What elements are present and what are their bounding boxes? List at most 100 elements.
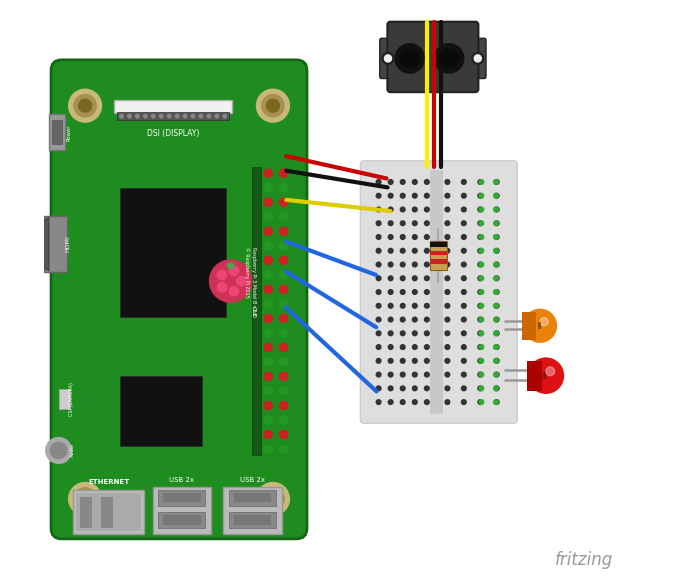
- Circle shape: [388, 290, 393, 295]
- Circle shape: [256, 89, 290, 122]
- Text: GPIO: GPIO: [254, 305, 259, 317]
- Bar: [59, 389, 70, 409]
- Text: fritzing: fritzing: [555, 551, 614, 569]
- Circle shape: [478, 235, 483, 239]
- Circle shape: [376, 207, 381, 212]
- Circle shape: [376, 345, 381, 349]
- Circle shape: [400, 248, 405, 253]
- Circle shape: [425, 290, 429, 295]
- FancyBboxPatch shape: [360, 161, 517, 423]
- Circle shape: [478, 193, 483, 198]
- Circle shape: [412, 262, 417, 267]
- Circle shape: [264, 271, 272, 279]
- Circle shape: [493, 317, 498, 322]
- Circle shape: [376, 331, 381, 336]
- Circle shape: [230, 286, 239, 296]
- Bar: [52, 120, 61, 144]
- Circle shape: [376, 303, 381, 308]
- Circle shape: [388, 400, 393, 404]
- Circle shape: [478, 207, 483, 212]
- Circle shape: [445, 345, 450, 349]
- Circle shape: [264, 285, 272, 294]
- Circle shape: [494, 180, 499, 184]
- Circle shape: [376, 372, 381, 377]
- Circle shape: [494, 303, 499, 308]
- Circle shape: [479, 303, 484, 308]
- Circle shape: [462, 400, 466, 404]
- Bar: [163, 493, 200, 502]
- Circle shape: [388, 207, 393, 212]
- Circle shape: [207, 114, 211, 118]
- Circle shape: [445, 262, 450, 267]
- Circle shape: [217, 282, 227, 292]
- Circle shape: [388, 276, 393, 281]
- Circle shape: [78, 492, 92, 505]
- Circle shape: [412, 303, 417, 308]
- Circle shape: [262, 488, 284, 510]
- Circle shape: [478, 359, 483, 363]
- Circle shape: [493, 331, 498, 336]
- Circle shape: [445, 235, 450, 239]
- Circle shape: [264, 416, 272, 424]
- Circle shape: [412, 372, 417, 377]
- Circle shape: [478, 180, 483, 184]
- Circle shape: [376, 359, 381, 363]
- Circle shape: [478, 262, 483, 267]
- Bar: [49, 114, 65, 150]
- Circle shape: [494, 207, 499, 212]
- Bar: [229, 512, 276, 528]
- Circle shape: [462, 221, 466, 225]
- Circle shape: [493, 303, 498, 308]
- Circle shape: [385, 55, 391, 62]
- Circle shape: [445, 221, 450, 225]
- Bar: [44, 216, 68, 272]
- Circle shape: [279, 402, 288, 410]
- Bar: [430, 251, 447, 255]
- Polygon shape: [43, 217, 49, 271]
- Circle shape: [425, 235, 429, 239]
- Bar: [430, 242, 447, 247]
- Circle shape: [388, 317, 393, 322]
- Circle shape: [264, 329, 272, 337]
- Circle shape: [479, 331, 484, 336]
- Circle shape: [215, 114, 219, 118]
- Circle shape: [400, 207, 405, 212]
- Circle shape: [264, 445, 272, 453]
- Circle shape: [74, 488, 97, 510]
- Circle shape: [478, 221, 483, 225]
- Circle shape: [400, 235, 405, 239]
- Circle shape: [279, 343, 288, 352]
- Text: USB 2x: USB 2x: [169, 477, 194, 483]
- Circle shape: [264, 387, 272, 395]
- Circle shape: [425, 193, 429, 198]
- Circle shape: [264, 169, 272, 177]
- Circle shape: [264, 242, 272, 250]
- Circle shape: [479, 221, 484, 225]
- Circle shape: [400, 262, 405, 267]
- Circle shape: [412, 276, 417, 281]
- Circle shape: [388, 180, 393, 184]
- Bar: [252, 167, 261, 455]
- Circle shape: [462, 303, 466, 308]
- Circle shape: [412, 207, 417, 212]
- Circle shape: [400, 303, 405, 308]
- Circle shape: [445, 276, 450, 281]
- Circle shape: [230, 266, 239, 276]
- Circle shape: [388, 345, 393, 349]
- Circle shape: [69, 89, 101, 122]
- Circle shape: [376, 276, 381, 281]
- Bar: [74, 490, 144, 534]
- Circle shape: [74, 95, 97, 117]
- Circle shape: [425, 207, 429, 212]
- Circle shape: [439, 49, 458, 68]
- Bar: [117, 112, 229, 120]
- Circle shape: [412, 345, 417, 349]
- Circle shape: [462, 331, 466, 336]
- Circle shape: [376, 180, 381, 184]
- Bar: [522, 312, 537, 340]
- Circle shape: [376, 221, 381, 225]
- Circle shape: [376, 317, 381, 322]
- Circle shape: [159, 114, 163, 118]
- Circle shape: [445, 290, 450, 295]
- Circle shape: [445, 317, 450, 322]
